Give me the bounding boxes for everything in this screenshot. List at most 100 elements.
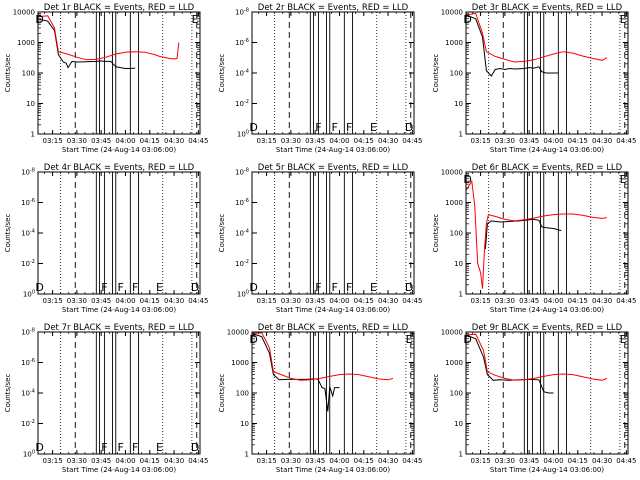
flag-label: E <box>156 281 163 294</box>
y-tick-label: 10-2 <box>235 99 249 108</box>
y-axis-label: Counts/sec <box>432 374 440 413</box>
flag-label: E <box>620 13 627 26</box>
y-tick-label: 1000 <box>445 199 463 207</box>
chart-panel: D E 1 10 100 1000 10000 03:15 03:30 03:45 04:00 04:… <box>432 163 636 314</box>
y-tick-label: 10-2 <box>21 259 35 268</box>
y-tick-label: 100 <box>237 130 249 139</box>
x-axis-label: Start Time (24-Aug-14 03:06:00) <box>490 306 604 314</box>
x-tick-label: 03:45 <box>305 297 325 305</box>
y-axis-label: Counts/sec <box>4 374 12 413</box>
y-tick-label: 10 <box>454 260 463 268</box>
y-tick-label: 10000 <box>441 169 463 177</box>
y-tick-label: 1 <box>459 291 463 299</box>
y-tick-label: 100 <box>237 290 249 299</box>
chart-panel: D E 1 10 100 1000 10000 03:15 03:30 03:45 04:00 04:… <box>218 323 422 474</box>
flag-label: D <box>463 333 471 346</box>
plot-frame <box>37 331 201 455</box>
y-tick-label: 10-6 <box>235 38 249 47</box>
x-tick-label: 04:45 <box>616 457 636 465</box>
flag-label: D <box>463 173 471 186</box>
y-axis-label: Counts/sec <box>218 54 226 93</box>
x-axis-label: Start Time (24-Aug-14 03:06:00) <box>276 466 390 474</box>
series-group <box>466 12 608 77</box>
x-tick-label: 04:30 <box>378 457 398 465</box>
x-tick-label: 04:00 <box>543 137 563 145</box>
x-tick-label: 03:15 <box>470 297 490 305</box>
flag-label: E <box>370 281 377 294</box>
flag-label: D <box>35 13 43 26</box>
y-tick-label: 100 <box>22 70 35 78</box>
x-tick-label: 04:45 <box>616 137 636 145</box>
flag-label: F <box>117 441 123 454</box>
y-tick-label: 10-8 <box>21 168 35 177</box>
x-tick-label: 04:45 <box>616 297 636 305</box>
y-tick-label: 1000 <box>17 39 35 47</box>
y-tick-label: 10-2 <box>21 419 35 428</box>
flag-label: F <box>117 281 123 294</box>
lld-line <box>466 333 608 381</box>
marker-lines <box>60 12 198 134</box>
flag-label: F <box>132 281 138 294</box>
flag-label: E <box>620 333 627 346</box>
x-tick-label: 04:15 <box>354 137 374 145</box>
x-tick-label: 04:30 <box>592 457 612 465</box>
x-tick-label: 03:45 <box>519 137 539 145</box>
x-axis-label: Start Time (24-Aug-14 03:06:00) <box>62 146 176 154</box>
panel-title: Det 7r BLACK = Events, RED = LLD <box>44 323 195 333</box>
series-group <box>466 333 608 394</box>
x-tick-label: 03:30 <box>281 297 301 305</box>
plot-frame <box>465 171 629 295</box>
x-tick-label: 04:15 <box>568 137 588 145</box>
y-axis-label: Counts/sec <box>4 214 12 253</box>
events-line <box>484 218 562 249</box>
y-tick-label: 100 <box>450 390 463 398</box>
y-tick-label: 10-4 <box>235 69 249 78</box>
x-tick-label: 04:15 <box>140 457 160 465</box>
plot-frame <box>251 171 415 295</box>
y-tick-label: 10000 <box>441 9 463 17</box>
x-tick-label: 03:15 <box>256 457 276 465</box>
lld-line <box>466 179 607 289</box>
x-tick-label: 03:30 <box>67 297 87 305</box>
y-axis-label: Counts/sec <box>218 374 226 413</box>
x-tick-label: 03:30 <box>67 457 87 465</box>
x-axis-label: Start Time (24-Aug-14 03:06:00) <box>490 146 604 154</box>
x-tick-label: 03:15 <box>470 457 490 465</box>
y-tick-label: 10-4 <box>21 389 35 398</box>
panel-title: Det 4r BLACK = Events, RED = LLD <box>44 163 195 173</box>
y-tick-label: 10-8 <box>235 168 249 177</box>
x-tick-label: 04:30 <box>164 457 184 465</box>
flag-label: F <box>331 281 337 294</box>
flag-label: E <box>370 121 377 134</box>
y-tick-label: 10000 <box>13 9 35 17</box>
series-group <box>252 332 394 412</box>
y-axis-label: Counts/sec <box>432 54 440 93</box>
y-tick-label: 1000 <box>445 359 463 367</box>
y-tick-label: 100 <box>450 230 463 238</box>
panel-title: Det 6r BLACK = Events, RED = LLD <box>472 163 623 173</box>
y-axis-label: Counts/sec <box>432 214 440 253</box>
y-tick-label: 10-2 <box>235 259 249 268</box>
events-line <box>38 18 136 69</box>
flag-label: F <box>346 281 352 294</box>
y-tick-label: 10 <box>240 420 249 428</box>
marker-lines <box>274 332 412 454</box>
x-tick-label: 04:15 <box>140 137 160 145</box>
x-tick-label: 03:45 <box>91 457 111 465</box>
flag-label: E <box>620 173 627 186</box>
y-tick-label: 10-6 <box>21 198 35 207</box>
flag-label: F <box>101 441 107 454</box>
x-tick-label: 03:45 <box>305 137 325 145</box>
flag-label: F <box>315 121 321 134</box>
panel-title: Det 1r BLACK = Events, RED = LLD <box>44 3 195 13</box>
y-tick-label: 1000 <box>445 39 463 47</box>
y-tick-label: 1 <box>459 131 463 139</box>
y-tick-label: 1 <box>31 131 35 139</box>
x-tick-label: 04:30 <box>164 137 184 145</box>
x-tick-label: 04:30 <box>592 297 612 305</box>
flag-label: E <box>192 13 199 26</box>
series-group <box>466 179 607 289</box>
x-axis-label: Start Time (24-Aug-14 03:06:00) <box>62 306 176 314</box>
